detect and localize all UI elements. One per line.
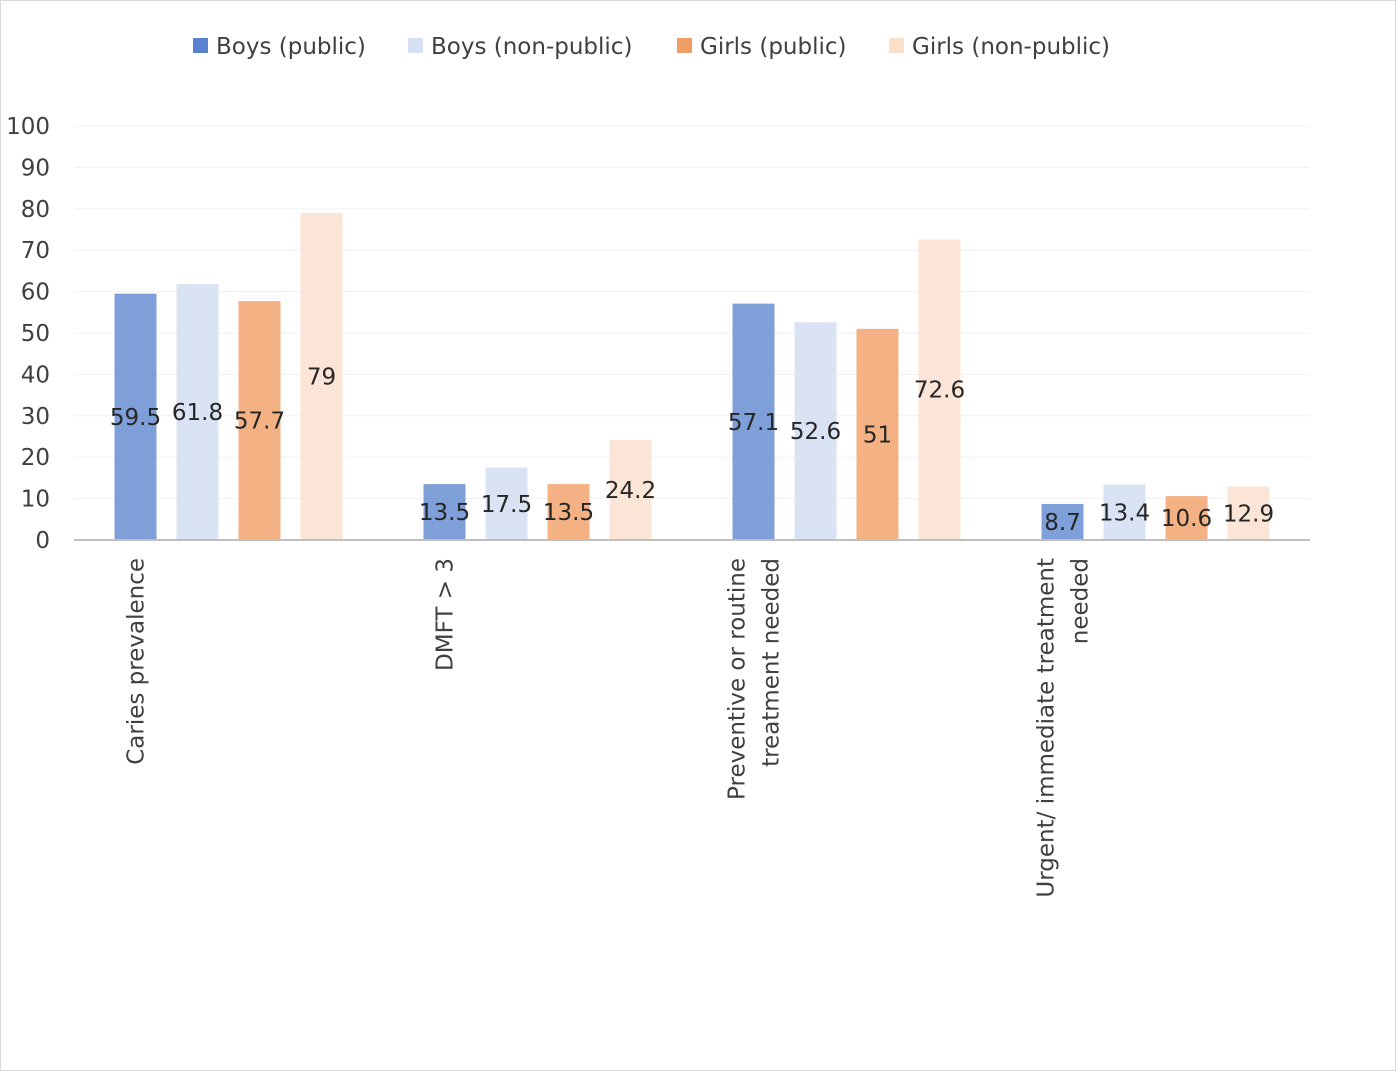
legend-item: Girls (non-public) — [889, 34, 1110, 60]
legend-swatch — [889, 38, 904, 53]
y-tick-label: 30 — [21, 404, 50, 430]
data-label: 8.7 — [1044, 510, 1081, 536]
category-label-line: treatment needed — [759, 558, 785, 767]
legend: Boys (public) Boys (non-public) Girls (pub… — [193, 34, 1110, 60]
bars — [114, 212, 1270, 540]
legend-label: Boys (non-public) — [431, 34, 632, 60]
data-label: 61.8 — [172, 400, 223, 426]
y-tick-label: 60 — [21, 280, 50, 306]
category-label-line: Urgent/ immediate treatment — [1034, 558, 1060, 898]
category-labels: Caries prevalence DMFT > 3 Preventive or r… — [124, 558, 1094, 898]
bar — [732, 303, 775, 540]
category-label-line: needed — [1068, 558, 1094, 644]
bar — [1227, 486, 1270, 540]
data-label: 79 — [307, 364, 336, 390]
y-tick-label: 10 — [21, 487, 50, 513]
bar — [176, 284, 219, 540]
bar — [609, 439, 652, 540]
category-label: Preventive or routine treatment needed — [725, 558, 785, 800]
data-label: 17.5 — [481, 492, 532, 518]
bar — [1041, 503, 1084, 540]
category-label-line: Preventive or routine — [725, 558, 751, 800]
category-label: DMFT > 3 — [433, 558, 459, 671]
legend-swatch — [677, 38, 692, 53]
data-labels: 59.5 13.5 57.1 8.7 61.8 17.5 52.6 13.4 57.7 13.5 5… — [110, 364, 1274, 536]
data-label: 10.6 — [1161, 506, 1212, 532]
bar — [1103, 484, 1146, 540]
y-tick-label: 90 — [21, 155, 50, 181]
legend-label: Girls (non-public) — [912, 34, 1110, 60]
bar — [485, 467, 528, 540]
legend-item: Girls (public) — [677, 34, 847, 60]
bar — [547, 484, 590, 540]
legend-label: Boys (public) — [216, 34, 366, 60]
bar — [238, 301, 281, 540]
bar — [114, 293, 157, 540]
data-label: 13.4 — [1099, 500, 1150, 526]
y-tick-label: 50 — [21, 321, 50, 347]
data-label: 12.9 — [1223, 501, 1274, 527]
y-tick-label: 100 — [6, 114, 50, 140]
y-tick-label: 80 — [21, 197, 50, 223]
legend-item: Boys (non-public) — [408, 34, 632, 60]
category-label-line: DMFT > 3 — [433, 558, 459, 671]
data-label: 13.5 — [543, 500, 594, 526]
data-label: 57.1 — [728, 410, 779, 436]
legend-swatch — [408, 38, 423, 53]
bar — [856, 328, 899, 540]
y-tick-label: 20 — [21, 445, 50, 471]
category-label: Caries prevalence — [124, 558, 150, 765]
data-label: 59.5 — [110, 405, 161, 431]
data-label: 24.2 — [605, 478, 656, 504]
legend-label: Girls (public) — [700, 34, 847, 60]
y-tick-label: 40 — [21, 362, 50, 388]
bar — [918, 239, 961, 540]
category-label: Urgent/ immediate treatment needed — [1034, 558, 1094, 898]
data-label: 51 — [863, 422, 892, 448]
y-tick-label: 0 — [35, 528, 50, 554]
bar — [794, 322, 837, 540]
category-label-line: Caries prevalence — [124, 558, 150, 765]
bar — [300, 212, 343, 540]
bar — [423, 484, 466, 540]
data-label: 57.7 — [234, 409, 285, 435]
data-label: 13.5 — [419, 500, 470, 526]
y-tick-label: 70 — [21, 238, 50, 264]
y-axis-tick-labels: 0 10 20 30 40 50 60 70 80 90 100 — [6, 114, 50, 554]
data-label: 72.6 — [914, 378, 965, 404]
legend-swatch — [193, 38, 208, 53]
data-label: 52.6 — [790, 419, 841, 445]
legend-item: Boys (public) — [193, 34, 366, 60]
bar — [1165, 496, 1208, 540]
